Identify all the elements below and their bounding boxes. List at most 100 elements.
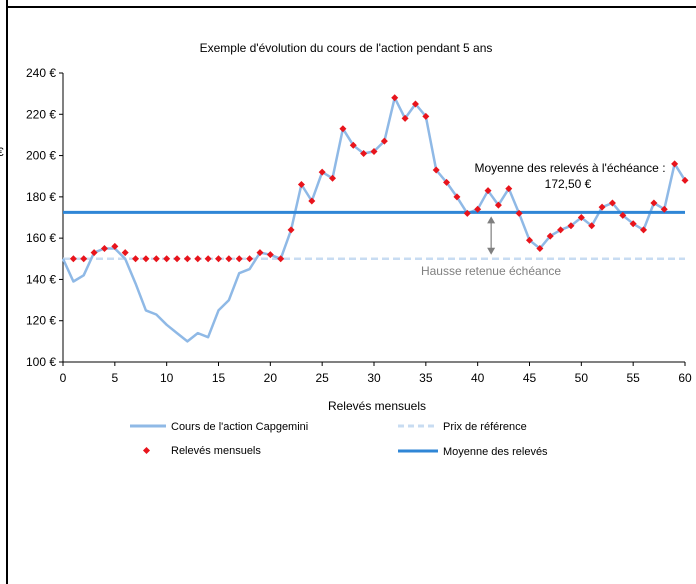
monthly-marker bbox=[194, 255, 202, 263]
hausse-arrow-head-up bbox=[487, 216, 496, 224]
monthly-marker bbox=[681, 176, 689, 184]
x-tick-label: 45 bbox=[523, 371, 537, 385]
monthly-marker bbox=[173, 255, 181, 263]
price-series-line bbox=[61, 96, 687, 343]
monthly-marker bbox=[380, 137, 388, 145]
monthly-marker bbox=[660, 205, 668, 213]
monthly-marker bbox=[204, 255, 212, 263]
monthly-marker bbox=[297, 180, 305, 188]
monthly-marker bbox=[277, 255, 285, 263]
monthly-marker bbox=[463, 209, 471, 217]
monthly-marker bbox=[629, 220, 637, 228]
monthly-marker bbox=[163, 255, 171, 263]
monthly-marker bbox=[111, 242, 119, 250]
monthly-marker bbox=[432, 166, 440, 174]
x-axis-label: Relevés mensuels bbox=[328, 399, 426, 413]
monthly-marker bbox=[598, 203, 606, 211]
x-tick-label: 5 bbox=[111, 371, 118, 385]
x-axis: 0 5 10 15 20 25 30 35 40 45 50 55 60 bbox=[60, 361, 692, 385]
y-tick-label: 100 € bbox=[26, 355, 56, 369]
monthly-marker bbox=[318, 168, 326, 176]
monthly-marker bbox=[671, 160, 679, 168]
monthly-marker bbox=[183, 255, 191, 263]
monthly-marker bbox=[401, 114, 409, 122]
monthly-marker bbox=[80, 255, 88, 263]
monthly-marker bbox=[287, 226, 295, 234]
monthly-marker bbox=[557, 226, 565, 234]
frame-top-border bbox=[6, 6, 696, 8]
hausse-annotation: Hausse retenue échéance bbox=[421, 264, 561, 278]
monthly-marker bbox=[69, 255, 77, 263]
y-tick-label: 200 € bbox=[26, 149, 56, 163]
legend-swatch-monthly-marker bbox=[142, 446, 151, 455]
monthly-marker bbox=[349, 141, 357, 149]
x-tick-label: 40 bbox=[471, 371, 485, 385]
legend-label-monthly: Relevés mensuels bbox=[171, 445, 261, 457]
monthly-marker bbox=[100, 244, 108, 252]
x-tick-label: 55 bbox=[626, 371, 640, 385]
average-annotation-line2: 172,50 € bbox=[545, 177, 592, 191]
legend: Cours de l'action Capgemini Prix de réfé… bbox=[130, 421, 548, 458]
monthly-marker bbox=[453, 193, 461, 201]
monthly-marker bbox=[588, 222, 596, 230]
monthly-marker bbox=[152, 255, 160, 263]
monthly-marker bbox=[422, 112, 430, 120]
y-tick-label: 180 € bbox=[26, 190, 56, 204]
x-tick-label: 60 bbox=[678, 371, 692, 385]
monthly-marker bbox=[546, 232, 554, 240]
frame-left-border bbox=[6, 0, 8, 584]
monthly-marker bbox=[608, 199, 616, 207]
x-tick-label: 50 bbox=[575, 371, 589, 385]
left-edge-fragment: € bbox=[0, 145, 4, 159]
monthly-marker bbox=[474, 205, 482, 213]
x-tick-label: 30 bbox=[367, 371, 381, 385]
monthly-marker bbox=[411, 100, 419, 108]
hausse-arrow-head-down bbox=[487, 247, 496, 255]
monthly-marker bbox=[526, 236, 533, 244]
monthly-marker bbox=[90, 249, 98, 257]
x-tick-label: 10 bbox=[160, 371, 174, 385]
y-tick-label: 240 € bbox=[26, 66, 56, 80]
monthly-marker bbox=[225, 255, 233, 263]
y-tick-label: 120 € bbox=[26, 314, 56, 328]
monthly-marker bbox=[640, 226, 648, 234]
monthly-marker bbox=[246, 255, 254, 263]
x-tick-label: 15 bbox=[212, 371, 226, 385]
monthly-marker bbox=[256, 249, 264, 257]
monthly-marker bbox=[132, 255, 140, 263]
monthly-marker bbox=[329, 174, 337, 182]
x-tick-label: 0 bbox=[60, 371, 67, 385]
monthly-marker bbox=[235, 255, 243, 263]
monthly-marker bbox=[215, 255, 222, 263]
monthly-marker bbox=[494, 201, 502, 209]
plot-area bbox=[61, 94, 689, 343]
y-tick-label: 220 € bbox=[26, 107, 56, 121]
legend-label-price: Cours de l'action Capgemini bbox=[171, 421, 308, 433]
monthly-marker bbox=[536, 244, 544, 252]
legend-label-average: Moyenne des relevés bbox=[443, 446, 548, 458]
legend-label-reference: Prix de référence bbox=[443, 421, 527, 433]
chart-title: Exemple d'évolution du cours de l'action… bbox=[200, 41, 493, 55]
monthly-marker bbox=[650, 199, 658, 207]
monthly-marker bbox=[443, 178, 451, 186]
monthly-marker bbox=[142, 255, 150, 263]
x-tick-label: 25 bbox=[315, 371, 329, 385]
monthly-marker bbox=[567, 222, 575, 230]
monthly-marker bbox=[339, 125, 347, 133]
monthly-marker bbox=[391, 94, 399, 102]
y-tick-label: 140 € bbox=[26, 272, 56, 286]
monthly-marker bbox=[577, 214, 585, 221]
monthly-marker bbox=[505, 185, 513, 193]
x-tick-label: 20 bbox=[264, 371, 278, 385]
monthly-marker bbox=[619, 211, 627, 219]
y-tick-label: 160 € bbox=[26, 231, 56, 245]
monthly-marker bbox=[266, 251, 274, 259]
monthly-marker bbox=[370, 147, 378, 155]
monthly-marker bbox=[484, 187, 492, 195]
monthly-marker bbox=[308, 197, 316, 205]
average-annotation-line1: Moyenne des relevés à l'échéance : bbox=[474, 161, 665, 175]
monthly-marker bbox=[360, 150, 368, 158]
x-tick-label: 35 bbox=[419, 371, 433, 385]
monthly-marker bbox=[121, 249, 129, 257]
